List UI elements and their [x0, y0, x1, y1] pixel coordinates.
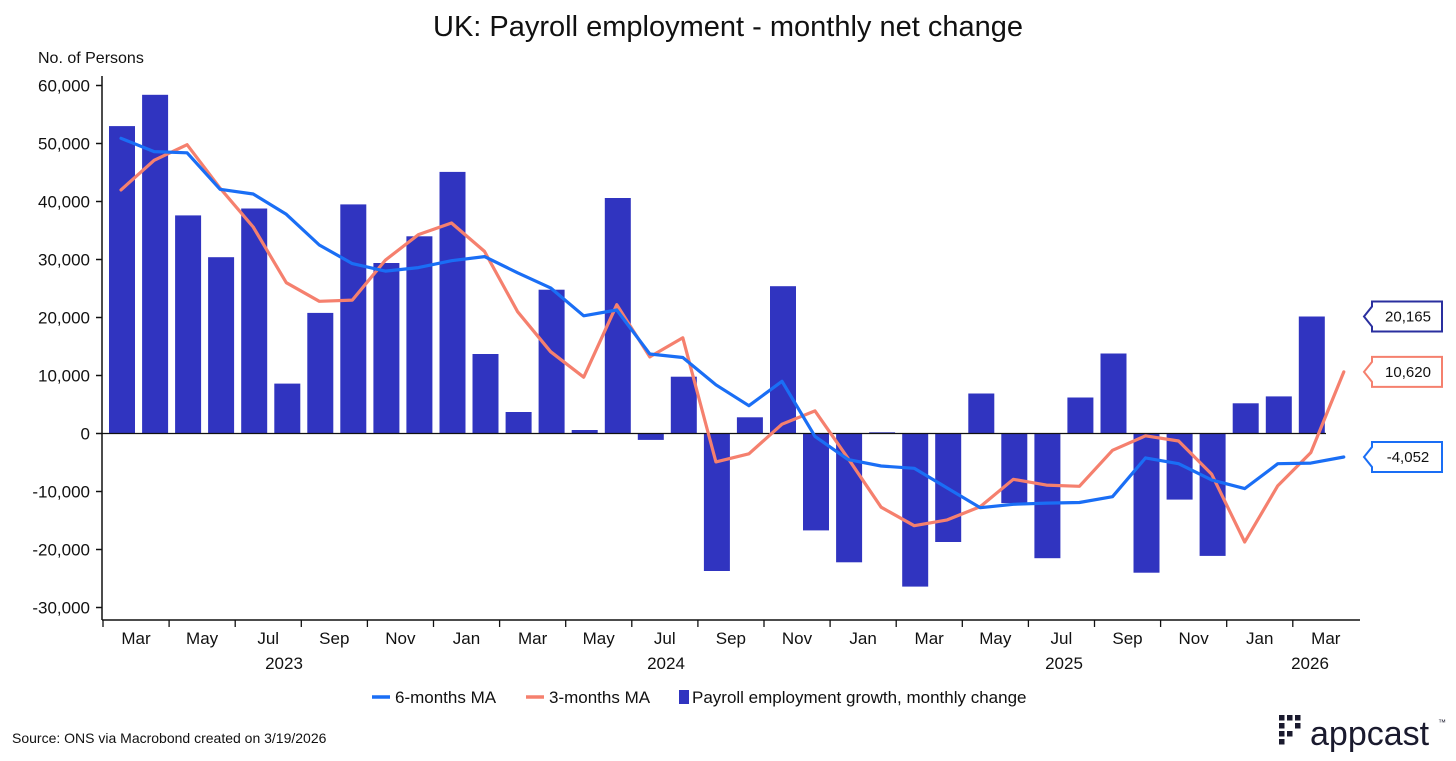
bar: [604, 198, 631, 434]
x-tick-label: Mar: [121, 629, 151, 648]
line-6-months-ma: [119, 136, 1346, 510]
x-year-label: 2024: [647, 654, 685, 673]
y-tick-label: 10,000: [38, 367, 90, 386]
bar: [175, 215, 202, 434]
callout-label: 10,620: [1385, 364, 1431, 381]
bar-series: [102, 94, 1326, 587]
y-tick-label: -30,000: [32, 599, 90, 618]
x-tick-label: May: [583, 629, 616, 648]
callout-label: -4,052: [1387, 449, 1430, 466]
source-note: Source: ONS via Macrobond created on 3/1…: [12, 730, 327, 746]
bar: [968, 393, 995, 434]
bar: [1034, 433, 1061, 559]
bar: [703, 433, 730, 571]
appcast-logo: appcast ™: [1279, 715, 1446, 753]
bar: [1001, 433, 1028, 504]
bar: [208, 257, 235, 434]
bar: [736, 417, 763, 434]
bar: [670, 376, 697, 434]
x-tick-label: Nov: [1178, 629, 1209, 648]
x-tick-label: Jan: [1246, 629, 1273, 648]
logo-mark-dot: [1287, 715, 1293, 721]
x-year-label: 2025: [1045, 654, 1083, 673]
x-year-label: 2023: [265, 654, 303, 673]
x-axis: Mar May Jul Sep Nov Jan Mar May Jul Sep Nov Jan Mar M…: [102, 620, 1341, 673]
chart-title: UK: Payroll employment - monthly net cha…: [433, 11, 1023, 43]
bar: [1133, 433, 1160, 573]
logo-mark-dot: [1279, 731, 1285, 737]
bar: [274, 383, 301, 434]
legend-label: 3-months MA: [549, 688, 651, 707]
value-callouts: 20,165 10,620 -4,052: [1362, 300, 1443, 474]
y-tick-label: 60,000: [38, 77, 90, 96]
logo-mark-dot: [1295, 715, 1301, 721]
x-tick-label: Nov: [782, 629, 813, 648]
y-tick-label: 30,000: [38, 251, 90, 270]
logo-mark-dot: [1279, 715, 1285, 721]
bar: [538, 289, 565, 434]
legend: 6-months MA 3-months MA Payroll employment…: [372, 688, 1027, 707]
x-tick-label: Jul: [654, 629, 676, 648]
y-axis-label: No. of Persons: [38, 50, 144, 67]
legend-swatch: [679, 690, 689, 704]
logo-mark-dot: [1295, 723, 1301, 729]
callout-box: [1362, 441, 1443, 474]
callout-box: [1362, 355, 1443, 388]
bar: [340, 204, 367, 434]
bar: [307, 312, 334, 434]
x-tick-label: Jul: [1051, 629, 1073, 648]
callout-box: [1362, 300, 1443, 333]
bar: [439, 171, 466, 434]
logo-wordmark: appcast: [1310, 715, 1430, 753]
y-tick-label: 0: [81, 425, 90, 444]
x-tick-label: May: [979, 629, 1012, 648]
x-tick-label: Mar: [915, 629, 945, 648]
x-year-label: 2026: [1291, 654, 1329, 673]
bar: [1166, 433, 1193, 500]
bar: [803, 433, 829, 531]
bar: [1298, 316, 1325, 434]
x-tick-label: Jul: [257, 629, 279, 648]
line-3-months-ma: [119, 143, 1346, 544]
x-tick-label: Sep: [319, 629, 349, 648]
legend-label: 6-months MA: [395, 688, 497, 707]
bar: [637, 433, 664, 440]
y-tick-label: -20,000: [32, 541, 90, 560]
x-tick-label: Mar: [518, 629, 548, 648]
bar: [109, 126, 135, 434]
y-tick-label: 40,000: [38, 193, 90, 212]
x-tick-label: Sep: [716, 629, 746, 648]
bar: [142, 94, 169, 434]
bar: [373, 263, 400, 434]
y-tick-label: 50,000: [38, 135, 90, 154]
bar: [770, 286, 796, 434]
line-series: [119, 136, 1346, 544]
bar: [1067, 397, 1094, 434]
bar: [505, 412, 532, 434]
logo-mark-dot: [1279, 723, 1285, 729]
bar: [1265, 396, 1292, 434]
y-tick-label: 20,000: [38, 309, 90, 328]
callout-label: 20,165: [1385, 309, 1431, 326]
x-tick-label: Jan: [453, 629, 480, 648]
x-tick-label: Sep: [1112, 629, 1142, 648]
bar: [571, 430, 598, 434]
x-tick-label: May: [186, 629, 219, 648]
y-tick-label: -10,000: [32, 483, 90, 502]
x-tick-label: Jan: [849, 629, 876, 648]
logo-mark-dot: [1287, 731, 1293, 737]
bar: [1232, 403, 1259, 434]
logo-trademark: ™: [1438, 718, 1446, 727]
bar: [1100, 353, 1127, 434]
bar: [472, 354, 499, 434]
bar: [902, 433, 929, 587]
logo-mark-dot: [1279, 739, 1285, 745]
x-tick-label: Nov: [385, 629, 416, 648]
legend-label: Payroll employment growth, monthly chang…: [692, 688, 1027, 707]
y-axis: 60,000 50,000 40,000 30,000 20,000 10,000 0 -10…: [32, 77, 102, 618]
x-tick-label: Mar: [1311, 629, 1341, 648]
